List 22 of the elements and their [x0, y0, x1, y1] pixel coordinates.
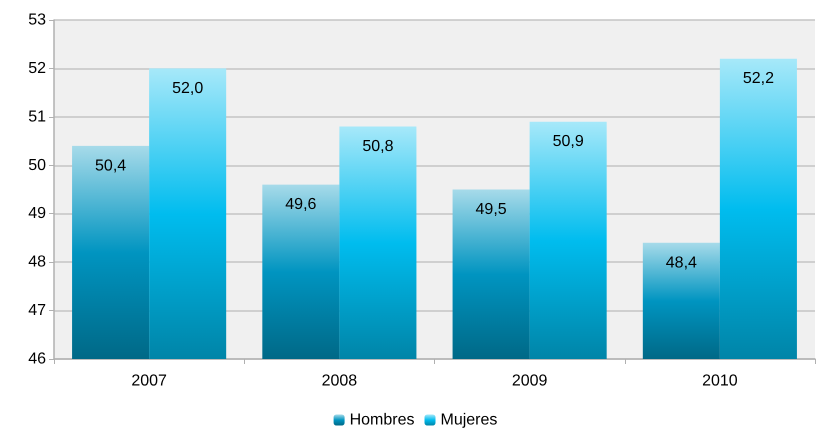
data-label: 48,4	[666, 254, 698, 272]
y-tick-label: 47	[28, 302, 46, 320]
data-label: 50,8	[362, 138, 394, 156]
y-tick-label: 46	[28, 350, 46, 368]
data-label: 50,4	[95, 157, 126, 174]
data-label: 49,5	[476, 201, 507, 218]
y-tick-label: 50	[28, 156, 46, 174]
data-label: 50,9	[552, 133, 584, 150]
legend-label: Hombres	[350, 412, 414, 428]
y-tick-label: 52	[28, 60, 46, 77]
x-tick-label: 2009	[512, 372, 548, 390]
x-tick-label: 2008	[322, 372, 358, 390]
data-label: 52,2	[742, 70, 774, 88]
y-tick-label: 53	[28, 12, 46, 28]
y-tick-label: 51	[28, 108, 46, 126]
legend-label: Mujeres	[440, 412, 498, 428]
data-label: 52,0	[172, 80, 204, 97]
y-tick-label: 48	[28, 254, 46, 271]
x-tick-label: 2010	[702, 372, 738, 390]
x-tick-label: 2007	[131, 372, 168, 390]
y-tick-label: 49	[28, 205, 46, 222]
data-label: 49,6	[285, 196, 317, 214]
